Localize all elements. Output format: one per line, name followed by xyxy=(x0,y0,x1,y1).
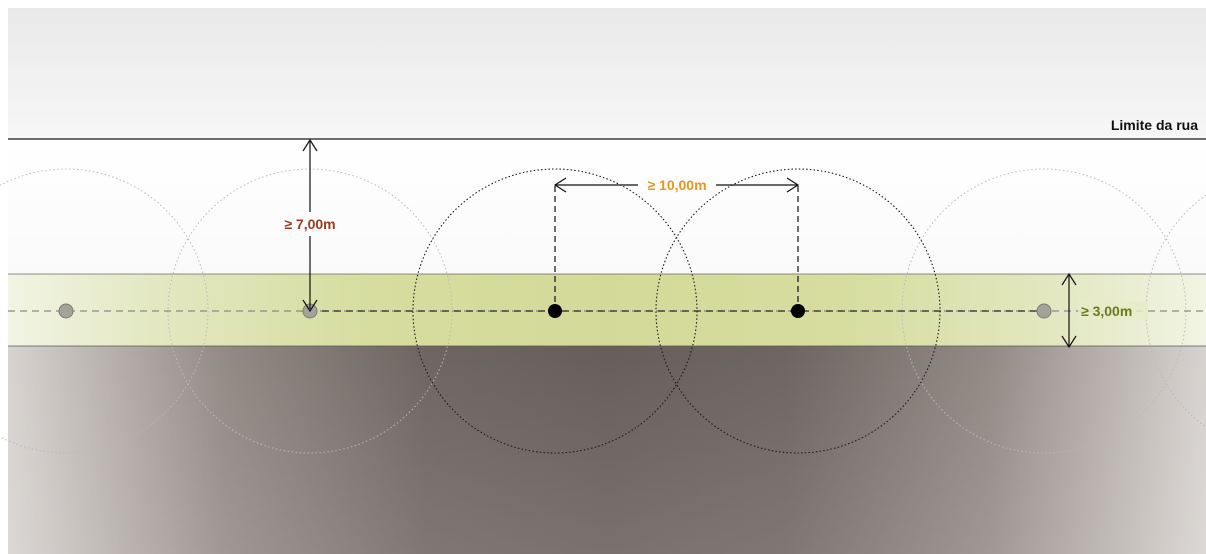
setback-arrow-bottom xyxy=(302,299,318,313)
strip-width-dimension xyxy=(1061,272,1077,349)
street-limit-label: Limite da rua xyxy=(1111,117,1198,133)
tree-1 xyxy=(58,303,74,319)
spacing-label: ≥ 10,00m xyxy=(647,177,706,193)
verge-area xyxy=(8,139,1206,274)
strip-width-label: ≥ 3,00m xyxy=(1081,303,1132,319)
tree-3 xyxy=(548,304,562,318)
tree-5 xyxy=(1036,303,1052,319)
tree-canopy-1 xyxy=(0,168,209,454)
spacing-arrow-right xyxy=(786,177,800,193)
spacing-arrow-left xyxy=(553,177,567,193)
setback-label: ≥ 7,00m xyxy=(284,216,335,232)
setback-dimension xyxy=(302,138,318,313)
strip-arrow-bottom xyxy=(1061,335,1077,349)
planting-strip xyxy=(8,274,1206,346)
setback-arrow-top xyxy=(302,138,318,152)
tree-4 xyxy=(791,304,805,318)
pavement-shade xyxy=(8,346,1206,554)
strip-label-backdrop xyxy=(1078,302,1148,320)
strip-arrow-top xyxy=(1061,272,1077,286)
spacing-dimension xyxy=(553,177,800,303)
street-area xyxy=(8,8,1206,139)
